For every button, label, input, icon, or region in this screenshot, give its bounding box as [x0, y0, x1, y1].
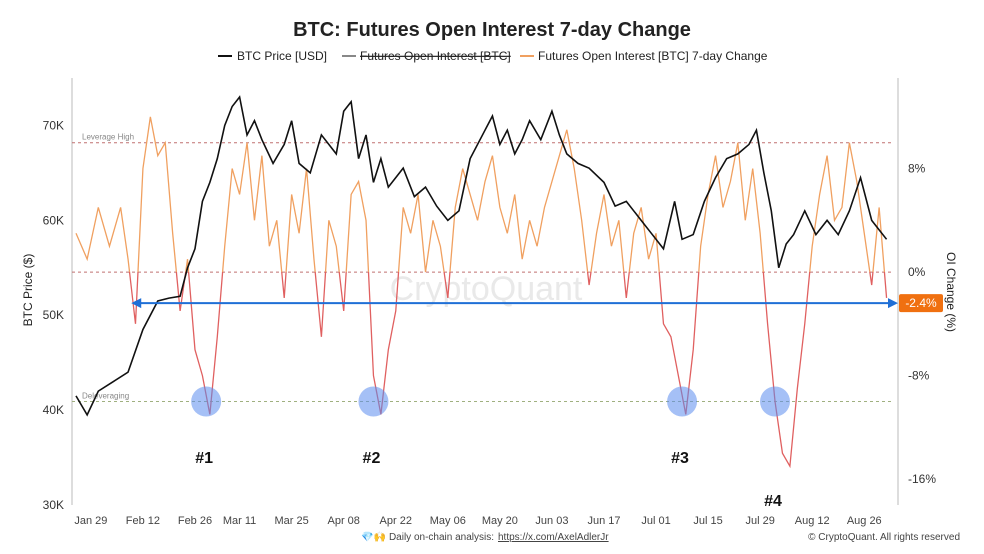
right-tick-0: -16% — [908, 472, 936, 486]
marker-circle-4 — [760, 386, 791, 417]
x-tick-5: Apr 08 — [327, 515, 359, 527]
reference-levels: Leverage High Deleveraging — [72, 133, 894, 402]
left-tick-3: 60K — [43, 213, 64, 227]
marker-label-2: #2 — [363, 450, 381, 467]
x-axis: Jan 29 Feb 12 Feb 26 Mar 11 Mar 25 Apr 0… — [74, 515, 881, 527]
left-tick-1: 40K — [43, 403, 64, 417]
right-tick-3: 8% — [908, 162, 926, 176]
x-tick-13: Jul 29 — [745, 515, 774, 527]
x-tick-9: Jun 03 — [535, 515, 568, 527]
series-layer — [75, 95, 888, 469]
left-tick-0: 30K — [43, 498, 64, 512]
level-label-deleveraging: Deleveraging — [82, 391, 129, 400]
marker-label-3: #3 — [671, 450, 689, 467]
x-tick-10: Jun 17 — [587, 515, 620, 527]
x-tick-15: Aug 26 — [847, 515, 882, 527]
marker-circle-3 — [667, 386, 698, 417]
current-level-badge-text: -2.4% — [905, 296, 937, 310]
current-level: -2.4% — [131, 294, 943, 313]
left-tick-2: 50K — [43, 308, 64, 322]
x-tick-1: Feb 12 — [126, 515, 160, 527]
current-level-arrow-left — [131, 298, 142, 309]
right-axis: OI Change (%) -16% -8% 0% 8% — [908, 162, 958, 487]
marker-label-1: #1 — [195, 450, 213, 467]
x-tick-11: Jul 01 — [641, 515, 670, 527]
right-tick-2: 0% — [908, 265, 926, 279]
x-tick-0: Jan 29 — [74, 515, 107, 527]
x-tick-7: May 06 — [430, 515, 466, 527]
current-level-arrow-right — [888, 298, 898, 309]
right-axis-label: OI Change (%) — [944, 252, 958, 332]
legend-label-oi[interactable]: Futures Open Interest [BTC] — [360, 49, 511, 63]
current-level-badge — [899, 294, 943, 313]
marker-circle-2 — [358, 386, 389, 417]
series-line-oi-change — [75, 116, 888, 469]
legend-label-price[interactable]: BTC Price [USD] — [237, 49, 327, 63]
marker-circle-1 — [191, 386, 222, 417]
x-tick-4: Mar 25 — [275, 515, 309, 527]
x-tick-3: Mar 11 — [223, 515, 256, 527]
footer: 💎🙌 Daily on-chain analysis: https://x.co… — [361, 531, 960, 543]
left-tick-4: 70K — [43, 118, 64, 132]
x-tick-2: Feb 26 — [178, 515, 212, 527]
level-label-leverage-high: Leverage High — [82, 133, 134, 142]
footer-prefix: 💎🙌 Daily on-chain analysis: — [361, 531, 494, 543]
footer-link[interactable]: https://x.com/AxelAdlerJr — [498, 532, 609, 543]
watermark: CryptoQuant — [390, 270, 583, 308]
right-tick-1: -8% — [908, 369, 930, 383]
legend: BTC Price [USD] Futures Open Interest [B… — [218, 49, 768, 63]
footer-credit: © CryptoQuant. All rights reserved — [808, 532, 960, 543]
left-axis-label: BTC Price ($) — [21, 254, 35, 327]
x-tick-8: May 20 — [482, 515, 518, 527]
x-tick-12: Jul 15 — [693, 515, 722, 527]
x-tick-6: Apr 22 — [380, 515, 412, 527]
series-line-btc-price — [75, 95, 888, 417]
legend-label-oi-change[interactable]: Futures Open Interest [BTC] 7-day Change — [538, 49, 768, 63]
left-axis: BTC Price ($) 30K 40K 50K 60K 70K — [21, 118, 64, 512]
marker-label-4: #4 — [764, 493, 782, 510]
x-tick-14: Aug 12 — [795, 515, 830, 527]
markers: #1 #2 #3 #4 — [191, 386, 791, 510]
chart-title: BTC: Futures Open Interest 7-day Change — [293, 19, 691, 41]
